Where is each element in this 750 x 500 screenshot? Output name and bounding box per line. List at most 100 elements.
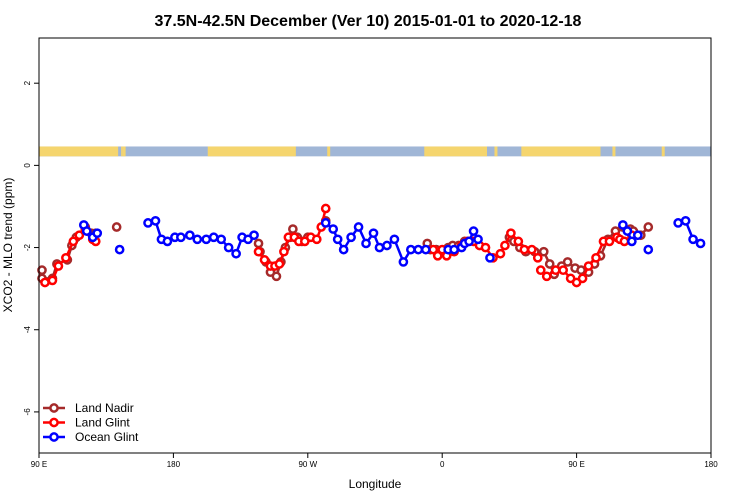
x-tick-label: 90 E [31, 460, 47, 469]
data-point [577, 273, 588, 284]
x-tick-label: 90 W [298, 460, 317, 469]
data-point [485, 252, 495, 263]
data-point [346, 232, 356, 243]
data-point [449, 244, 459, 255]
data-point [274, 259, 285, 269]
data-point [338, 244, 349, 255]
series-ocean-glint [78, 215, 706, 267]
data-point [532, 252, 543, 263]
data-point [150, 215, 161, 226]
data-point [500, 240, 510, 251]
data-point [162, 236, 173, 247]
data-point [253, 246, 264, 257]
data-point [473, 234, 483, 245]
land-band [494, 146, 498, 157]
x-tick-label: 0 [440, 460, 445, 469]
data-point [643, 244, 654, 255]
data-point [562, 257, 573, 267]
data-point [673, 218, 683, 228]
data-point [405, 244, 416, 255]
legend-label: Land Glint [75, 416, 130, 430]
data-point [81, 226, 92, 236]
y-tick-label: -2 [23, 243, 32, 251]
x-tick-label: 180 [167, 460, 181, 469]
data-point [192, 234, 203, 245]
land-band [424, 146, 487, 157]
data-point [47, 275, 58, 286]
data-point [538, 246, 549, 257]
y-axis-label: XCO2 - MLO trend (ppm) [1, 178, 15, 313]
land-band [121, 146, 123, 157]
legend-swatch-marker [49, 403, 59, 413]
data-point [332, 234, 343, 245]
data-point [271, 271, 282, 282]
data-point [619, 236, 630, 247]
data-point [591, 252, 601, 263]
data-point [74, 230, 85, 241]
data-point [92, 228, 103, 239]
data-point [519, 244, 530, 255]
data-point [622, 226, 633, 236]
series-land-glint [40, 203, 637, 288]
y-tick-label: 0 [23, 163, 32, 168]
data-point [604, 236, 615, 247]
land-band [521, 146, 601, 157]
data-point [632, 230, 643, 241]
land-band [39, 146, 119, 157]
data-point [368, 228, 379, 239]
data-point [583, 261, 594, 271]
data-point [53, 261, 64, 271]
data-point [184, 230, 195, 241]
data-point [216, 234, 227, 245]
data-point [253, 238, 264, 249]
data-point [544, 259, 555, 269]
land-band [612, 146, 616, 157]
data-point [464, 236, 474, 247]
land-band [661, 146, 665, 157]
land-band [122, 146, 126, 157]
data-point [468, 226, 479, 236]
data-point [558, 265, 569, 276]
x-tick-label: 90 E [568, 460, 584, 469]
land-band [207, 146, 296, 157]
data-point [382, 240, 392, 251]
data-point [374, 242, 385, 253]
data-point [353, 222, 364, 232]
data-point [695, 238, 706, 249]
data-point [541, 271, 552, 282]
data-point [627, 236, 637, 247]
data-point [389, 234, 400, 245]
legend-item: Land Glint [43, 416, 130, 430]
data-point [688, 234, 698, 245]
data-point [279, 246, 289, 257]
data-point [61, 252, 71, 263]
data-point [550, 265, 561, 276]
data-point [201, 234, 212, 245]
data-point [320, 203, 331, 214]
data-point [143, 218, 153, 228]
legend-item: Ocean Glint [43, 430, 139, 444]
data-point [398, 257, 409, 267]
data-point [288, 224, 298, 234]
legend-item: Land Nadir [43, 401, 134, 415]
data-point [513, 236, 524, 247]
data-point [618, 220, 628, 230]
ocean-band [39, 146, 711, 157]
data-point [114, 244, 125, 255]
data-point [328, 224, 339, 234]
data-point [208, 232, 219, 243]
data-point [111, 222, 122, 232]
data-point [495, 248, 506, 259]
data-point [311, 234, 322, 245]
x-axis-label: Longitude [349, 477, 402, 491]
land-band [327, 146, 331, 157]
y-tick-label: -6 [23, 408, 32, 416]
data-point [413, 244, 424, 255]
data-series [37, 203, 706, 288]
data-point [680, 215, 691, 226]
data-point [420, 244, 431, 255]
data-point [480, 242, 491, 253]
legend-label: Ocean Glint [75, 430, 139, 444]
